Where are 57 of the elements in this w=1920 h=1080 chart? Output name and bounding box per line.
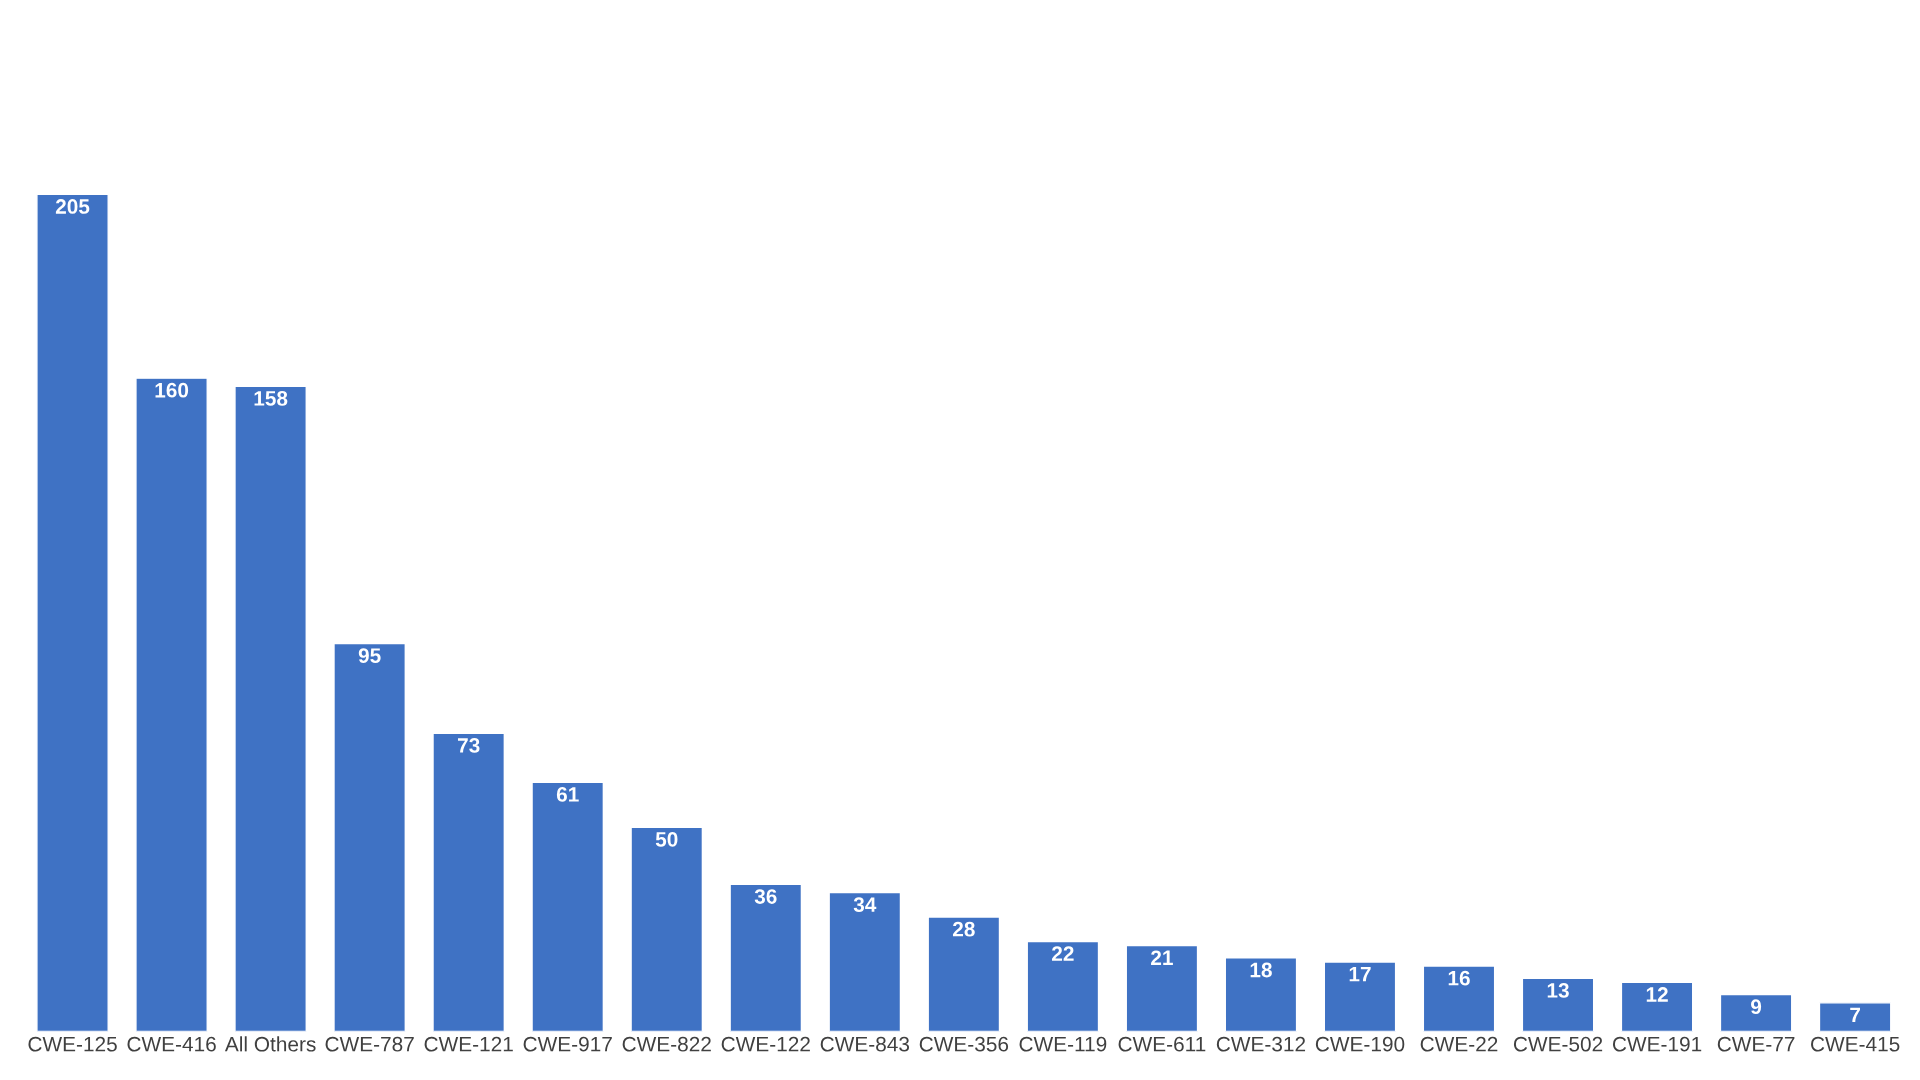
data-label: 50 [655,831,678,847]
data-label: 205 [55,199,90,214]
bar [1620,981,1694,1032]
x-tick-label: CWE-190 [1315,1036,1405,1052]
data-label: 36 [754,889,777,904]
data-label: 28 [952,921,975,937]
bar [828,891,902,1032]
bar [36,193,109,1032]
x-tick-label: CWE-312 [1216,1036,1306,1052]
x-tick-label: CWE-843 [820,1036,910,1052]
data-label: 13 [1547,983,1569,998]
bar [630,826,704,1032]
x-tick-label: CWE-119 [1019,1036,1107,1052]
bar [531,781,605,1032]
data-label: 73 [457,738,480,753]
x-tick-label: CWE-917 [523,1036,612,1052]
x-tick-label: CWE-77 [1717,1036,1795,1052]
x-tick-label: CWE-502 [1513,1036,1603,1052]
data-label: 61 [556,787,579,802]
x-tick-label: CWE-787 [325,1036,414,1052]
data-label: 21 [1151,950,1173,965]
data-label: 22 [1052,946,1074,961]
bar [1818,1002,1892,1032]
bar [1719,993,1793,1032]
data-label: 158 [254,391,288,406]
bar [729,883,803,1032]
data-label: 95 [358,648,381,663]
x-tick-label: All Others [224,1036,316,1052]
bar [1125,944,1199,1032]
x-tick-label: CWE-416 [127,1036,216,1052]
bar [1422,965,1496,1032]
data-label: 7 [1850,1007,1860,1023]
x-tick-label: CWE-191 [1612,1036,1702,1052]
data-label: 16 [1448,970,1470,986]
data-label: 18 [1250,962,1272,978]
x-tick-label: CWE-122 [721,1036,810,1052]
bar [1323,961,1397,1032]
x-tick-label: CWE-822 [622,1036,711,1052]
data-label: 34 [853,897,877,913]
data-label: 17 [1349,966,1371,982]
bar [135,377,208,1032]
bar [1521,977,1595,1032]
x-tick-label: CWE-415 [1811,1036,1900,1052]
bar [927,916,1001,1032]
data-label: 12 [1646,987,1668,1002]
x-tick-label: CWE-22 [1420,1036,1498,1052]
bar [1026,940,1100,1032]
data-label: 160 [155,382,189,398]
x-tick-label: CWE-125 [28,1036,117,1052]
x-tick-label: CWE-356 [919,1036,1009,1052]
bar [432,732,506,1032]
x-tick-label: CWE-121 [424,1036,513,1052]
data-label: 9 [1751,999,1762,1015]
bar [1224,957,1298,1032]
bar [234,385,307,1032]
bar [333,642,406,1032]
x-tick-label: CWE-611 [1118,1036,1206,1052]
